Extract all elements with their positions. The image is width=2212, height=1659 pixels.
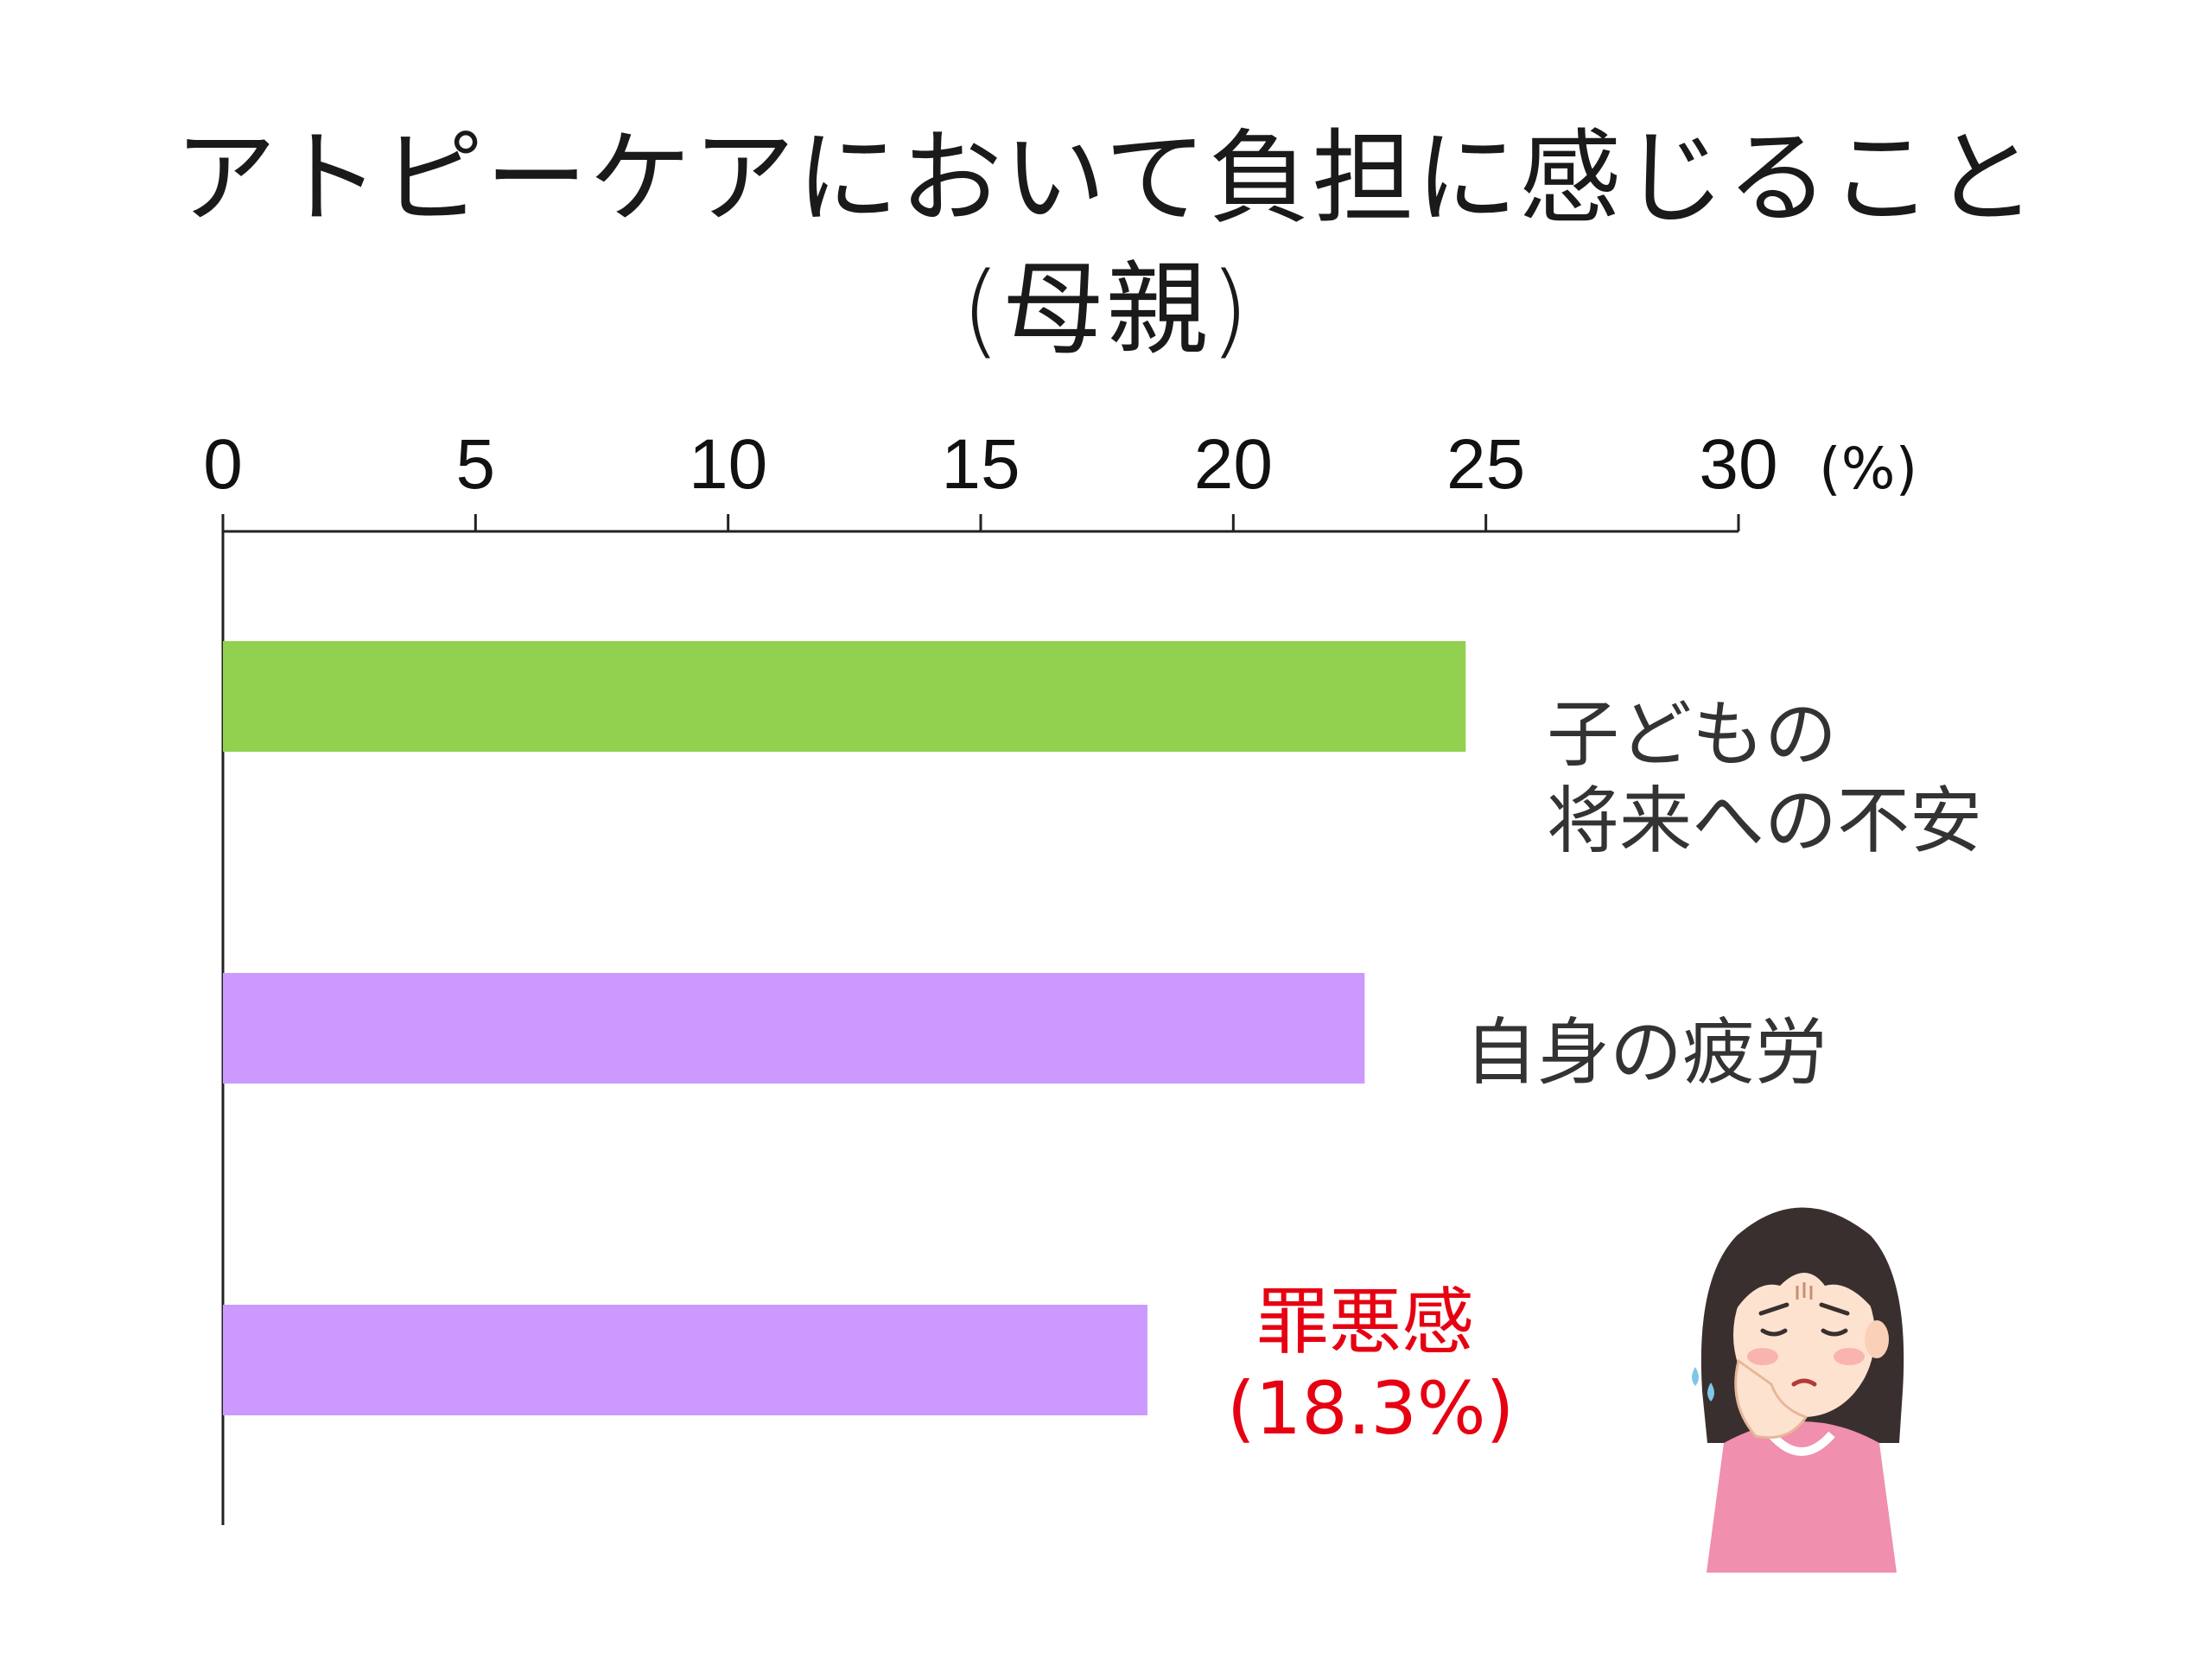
chart-title: アトピーケアにおいて負担に感じること bbox=[174, 118, 2038, 238]
bar bbox=[223, 973, 1365, 1084]
x-tick-label: 5 bbox=[456, 425, 496, 504]
category-label-line: 自身の疲労 bbox=[1465, 1010, 1828, 1095]
chart-subtitle: (母親) bbox=[960, 250, 1252, 369]
bar bbox=[223, 1305, 1147, 1415]
category-label-guilt: 罪悪感 (18.3%) bbox=[1227, 1279, 1515, 1452]
x-axis-unit-label: (%) bbox=[1819, 435, 1917, 502]
bar bbox=[223, 641, 1466, 752]
category-label-line: 将来への不安 bbox=[1547, 779, 1983, 863]
x-tick-label: 30 bbox=[1699, 425, 1777, 504]
category-label-line: 子どもの bbox=[1547, 692, 1838, 777]
x-tick-label: 25 bbox=[1446, 425, 1525, 504]
x-tick-label: 0 bbox=[203, 425, 243, 504]
category-label-value: (18.3%) bbox=[1227, 1366, 1515, 1451]
category-label-future-anxiety: 子どもの 将来への不安 bbox=[1547, 691, 1982, 864]
category-label-line: 罪悪感 bbox=[1255, 1280, 1474, 1364]
category-label-fatigue: 自身の疲労 bbox=[1465, 1009, 1827, 1096]
x-tick-label: 20 bbox=[1194, 425, 1273, 504]
x-tick-label: 15 bbox=[941, 425, 1020, 504]
x-tick-label: 10 bbox=[689, 425, 767, 504]
worried-mother-icon bbox=[1692, 1207, 1904, 1573]
